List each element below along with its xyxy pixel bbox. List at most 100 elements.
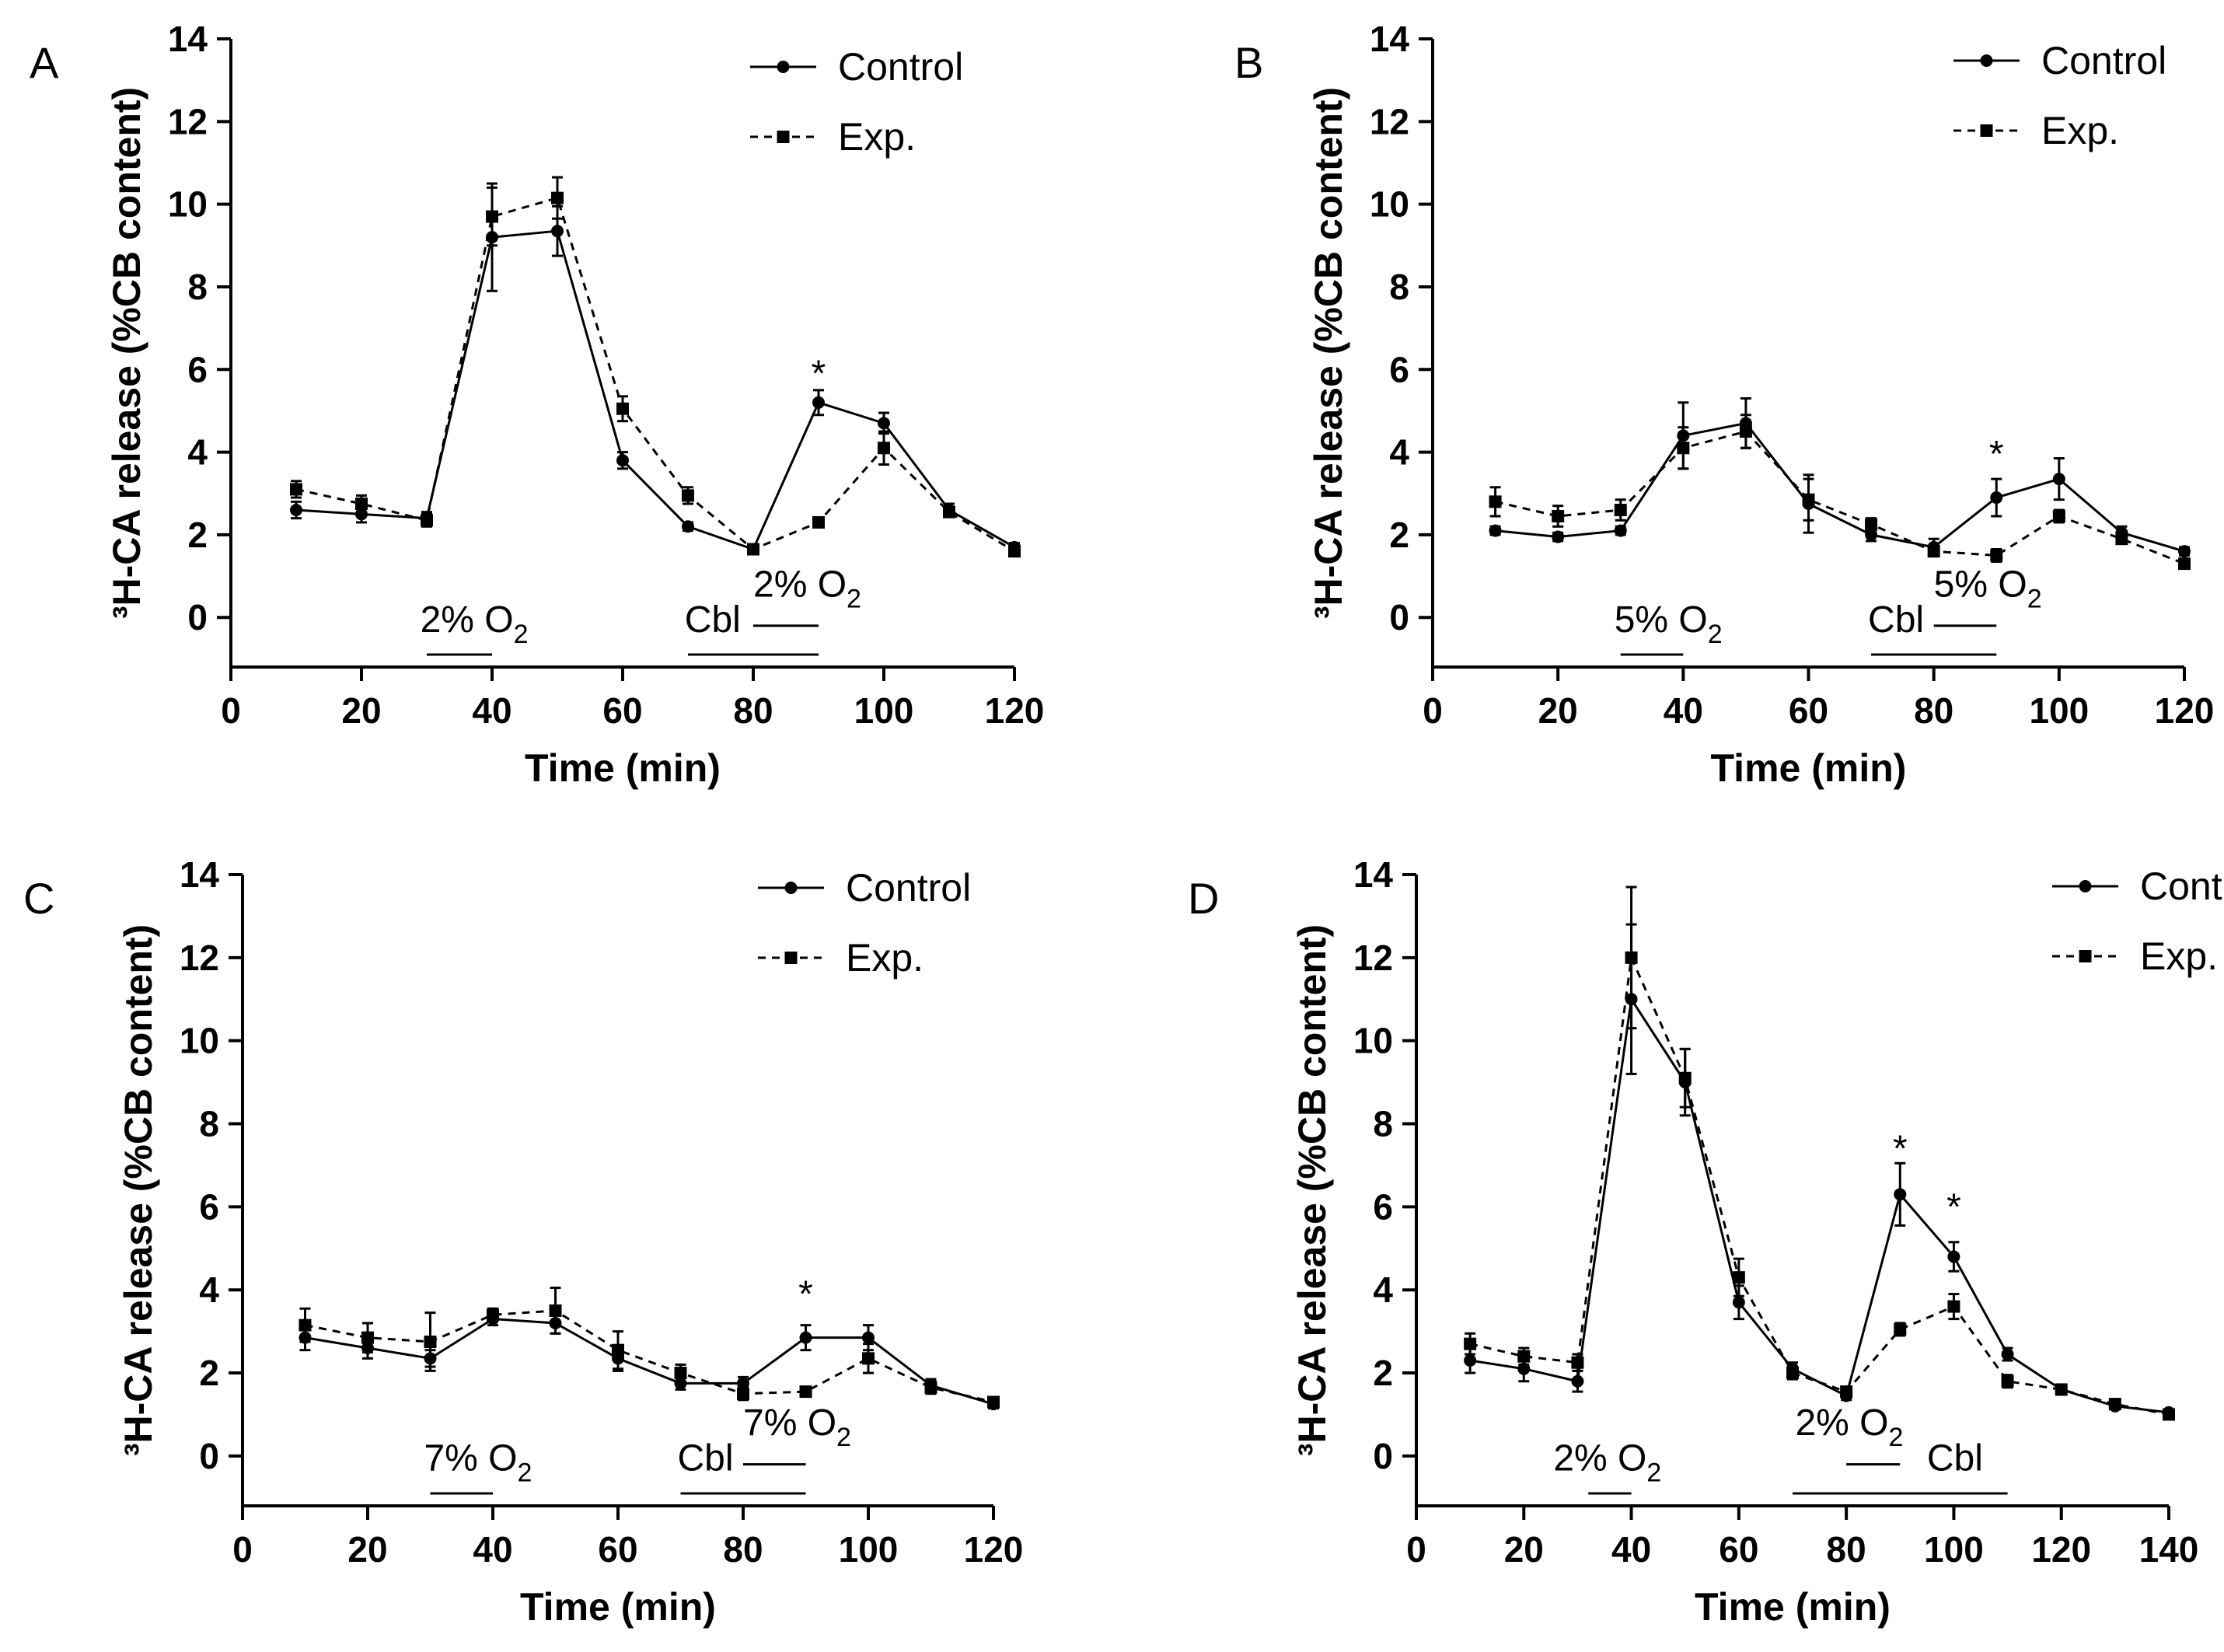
series-line xyxy=(1495,430,2185,565)
condition-label: 5% O2 xyxy=(1934,564,2042,614)
data-point xyxy=(878,417,890,430)
x-tick-label: 60 xyxy=(1719,1529,1758,1570)
x-tick-label: 20 xyxy=(341,690,381,731)
data-point xyxy=(1865,518,1878,531)
data-point xyxy=(1802,493,1815,506)
condition-label: 7% O2 xyxy=(424,1438,532,1488)
data-point xyxy=(1552,530,1565,543)
legend-label-exp: Exp. xyxy=(846,936,923,980)
x-tick-label: 40 xyxy=(1664,690,1703,731)
series-line xyxy=(1469,953,2170,1416)
legend-label-control: Control xyxy=(2041,39,2166,82)
data-point xyxy=(2108,1398,2121,1411)
series-exp xyxy=(1464,885,2175,1421)
data-point xyxy=(1571,1374,1584,1388)
x-tick-label: 100 xyxy=(2029,690,2089,731)
data-point xyxy=(1489,495,1502,508)
data-point xyxy=(1927,545,1940,558)
y-tick-label: 0 xyxy=(1389,597,1409,637)
x-tick-label: 120 xyxy=(964,1529,1024,1570)
y-tick-label: 6 xyxy=(1373,1186,1393,1227)
data-point xyxy=(674,1367,687,1380)
data-point xyxy=(2115,533,2128,546)
data-point xyxy=(1464,1354,1477,1367)
data-point xyxy=(2001,1348,2014,1361)
data-point xyxy=(943,505,955,519)
legend-marker-exp xyxy=(777,131,790,143)
x-tick-label: 140 xyxy=(2139,1529,2199,1570)
data-point xyxy=(616,454,629,467)
legend-label-control: Control xyxy=(846,866,971,910)
x-tick-label: 60 xyxy=(598,1529,637,1570)
y-tick-label: 4 xyxy=(187,432,208,473)
legend: Control Exp. xyxy=(2052,864,2224,978)
x-tick-label: 120 xyxy=(985,690,1045,731)
x-axis-title: Time (min) xyxy=(1711,746,1907,790)
data-point xyxy=(1489,524,1502,537)
data-point xyxy=(1840,1385,1853,1399)
series-line xyxy=(295,196,1015,553)
x-axis-title: Time (min) xyxy=(1695,1585,1891,1629)
data-point xyxy=(799,1385,812,1399)
y-axis-title: ³H-CA release (%CB content) xyxy=(105,87,148,619)
y-tick-label: 6 xyxy=(187,349,208,389)
data-point xyxy=(1517,1350,1531,1363)
data-point xyxy=(290,483,302,496)
data-point xyxy=(1571,1356,1584,1369)
x-tick-label: 0 xyxy=(1406,1529,1426,1570)
condition-label: Cbl xyxy=(677,1438,733,1479)
data-point xyxy=(1464,1337,1477,1350)
condition-label: 5% O2 xyxy=(1615,599,1723,649)
data-point xyxy=(799,1331,812,1344)
panel-letter: A xyxy=(30,38,59,87)
data-point xyxy=(2052,473,2065,486)
y-tick-label: 0 xyxy=(187,597,208,637)
significance-star: * xyxy=(798,1274,813,1315)
data-point xyxy=(1678,1071,1692,1084)
data-point xyxy=(2163,1408,2175,1421)
y-tick-label: 6 xyxy=(199,1186,219,1227)
data-point xyxy=(682,489,694,502)
y-tick-label: 2 xyxy=(1389,515,1409,555)
series-line xyxy=(1469,996,2170,1414)
data-point xyxy=(1008,545,1021,558)
legend-marker-control xyxy=(1980,54,1993,67)
x-tick-label: 100 xyxy=(1924,1529,1984,1570)
legend-marker-control xyxy=(2079,880,2092,892)
x-tick-label: 80 xyxy=(1914,690,1953,731)
x-tick-label: 80 xyxy=(1827,1529,1866,1570)
x-tick-label: 100 xyxy=(854,690,914,731)
x-tick-label: 40 xyxy=(473,1529,512,1570)
y-tick-label: 4 xyxy=(1389,432,1409,473)
y-axis-title: ³H-CA release (%CB content) xyxy=(1307,87,1350,619)
data-point xyxy=(1947,1300,1960,1313)
y-tick-label: 0 xyxy=(199,1436,219,1476)
series-exp xyxy=(1489,414,2191,571)
data-point xyxy=(812,515,825,529)
legend: Control Exp. xyxy=(758,866,971,980)
data-point xyxy=(1614,504,1627,516)
y-tick-label: 12 xyxy=(1353,938,1393,978)
significance-star: * xyxy=(1946,1186,1961,1228)
panel-a: A 0 2 4 6 8 10 12 14 0 20 40 60 80 100 120 Time (min) ³H-… xyxy=(30,19,1044,790)
y-tick-label: 8 xyxy=(199,1104,219,1144)
y-tick-label: 10 xyxy=(180,1021,219,1061)
data-point xyxy=(551,225,564,238)
y-tick-label: 10 xyxy=(168,184,208,225)
y-axis-title: ³H-CA release (%CB content) xyxy=(1290,924,1334,1456)
x-tick-label: 20 xyxy=(1504,1529,1544,1570)
y-tick-label: 12 xyxy=(180,938,219,978)
x-tick-label: 20 xyxy=(347,1529,387,1570)
data-point xyxy=(1990,491,2003,505)
legend-label-exp: Exp. xyxy=(838,115,916,159)
data-point xyxy=(1677,442,1690,455)
y-tick-label: 14 xyxy=(168,19,208,59)
data-point xyxy=(612,1343,624,1357)
data-point xyxy=(1625,951,1638,964)
data-point xyxy=(1894,1188,1907,1201)
y-tick-label: 4 xyxy=(1373,1270,1393,1310)
legend-label-exp: Exp. xyxy=(2140,934,2218,978)
x-tick-label: 120 xyxy=(2031,1529,2091,1570)
data-point xyxy=(1552,509,1565,522)
data-point xyxy=(812,396,825,409)
